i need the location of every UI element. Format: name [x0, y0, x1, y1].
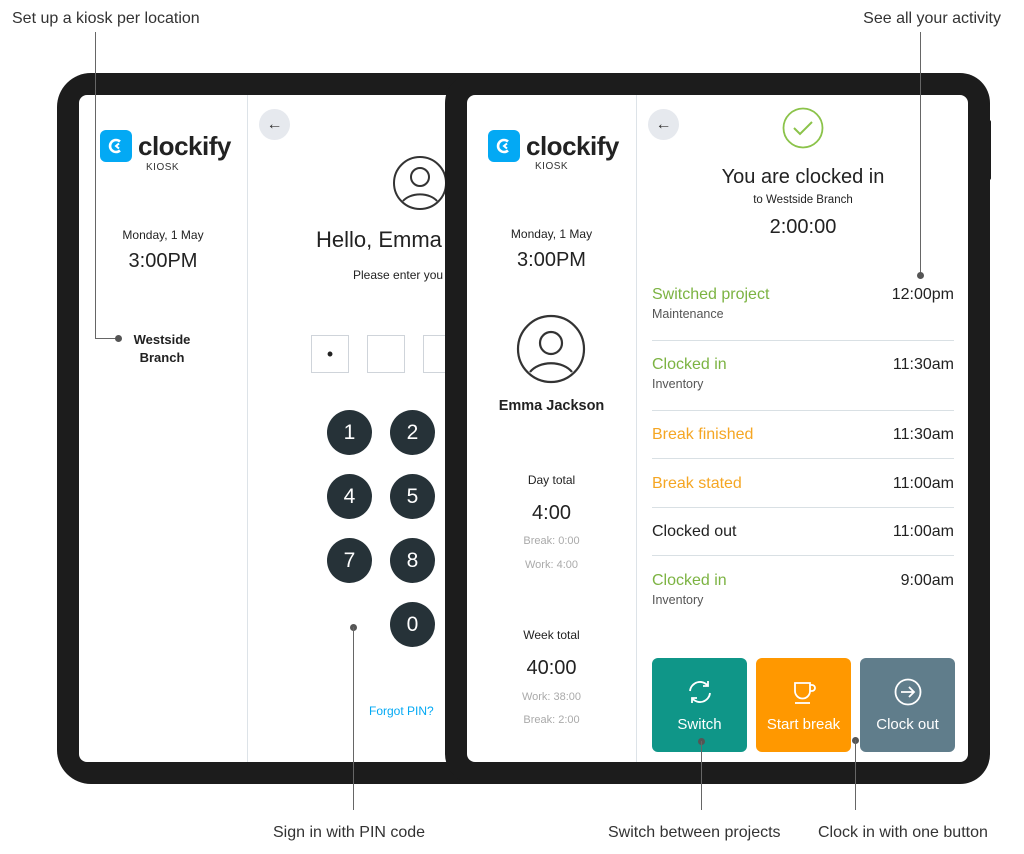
week-total-label: Week total [523, 628, 580, 642]
activity-project: Inventory [652, 377, 704, 391]
key-0[interactable]: 0 [390, 602, 435, 647]
clockify-logo: clockify [100, 130, 231, 162]
activity-time: 11:30am [892, 356, 954, 373]
avatar-icon [393, 156, 447, 210]
annotation-clock-in-one-button: Clock in with one button [818, 824, 988, 841]
kiosk-label: KIOSK [535, 161, 569, 172]
start-break-label: Start break [766, 715, 841, 733]
clock-time: 3:00PM [517, 249, 586, 271]
coffee-cup-icon [793, 681, 816, 704]
week-work: Work: 38:00 [521, 691, 582, 703]
annotation-line [701, 741, 702, 810]
day-break: Break: 0:00 [523, 535, 580, 547]
activity-project: Inventory [652, 593, 704, 607]
arrow-left-icon: ← [655, 115, 672, 133]
key-7[interactable]: 7 [327, 538, 372, 583]
week-total-value: 40:00 [526, 657, 577, 679]
refresh-icon [688, 680, 711, 703]
annotation-line [353, 627, 354, 810]
annotation-kiosk-per-location: Set up a kiosk per location [12, 10, 200, 27]
clockify-logo-icon [100, 130, 132, 162]
key-1[interactable]: 1 [327, 410, 372, 455]
sidebar-divider [247, 95, 248, 762]
clock-out-button[interactable]: Clock out [860, 658, 955, 752]
arrow-right-circle-icon [894, 678, 921, 705]
back-button[interactable]: ← [648, 109, 679, 140]
annotation-switch-projects: Switch between projects [608, 824, 781, 841]
activity-title: Switched project [652, 286, 770, 303]
activity-title: Clocked in [652, 356, 727, 373]
clock-out-label: Clock out [876, 715, 939, 733]
activity-project: Maintenance [652, 307, 724, 321]
switch-button[interactable]: Switch [652, 658, 747, 752]
annotation-dot [115, 335, 122, 342]
sidebar-divider [636, 95, 637, 762]
activity-divider [652, 555, 954, 556]
status-title: You are clocked in [721, 166, 885, 188]
location-line-2: Branch [139, 350, 185, 365]
activity-time: 11:30am [892, 426, 954, 443]
side-button [986, 120, 991, 180]
status-location: to Westside Branch [753, 194, 853, 206]
activity-time: 12:00pm [891, 286, 954, 303]
clock-time: 3:00PM [128, 250, 198, 272]
week-break: Break: 2:00 [523, 714, 580, 726]
greeting: Hello, Emma [316, 227, 442, 252]
annotation-line [95, 32, 96, 339]
check-circle-icon [782, 107, 824, 149]
forgot-pin-link[interactable]: Forgot PIN? [369, 704, 434, 718]
pin-prompt: Please enter you [353, 268, 444, 282]
annotation-sign-in-pin: Sign in with PIN code [273, 824, 426, 841]
kiosk-label: KIOSK [146, 162, 180, 173]
activity-time: 11:00am [892, 475, 954, 492]
activity-divider [652, 458, 954, 459]
activity-time: 11:00am [892, 523, 954, 540]
key-8[interactable]: 8 [390, 538, 435, 583]
date: Monday, 1 May [510, 227, 593, 241]
activity-title: Break stated [652, 475, 742, 492]
key-5[interactable]: 5 [390, 474, 435, 519]
activity-title: Clocked out [652, 523, 737, 540]
front-tablet-screen [467, 95, 968, 762]
activity-divider [652, 410, 954, 411]
day-total-label: Day total [527, 473, 576, 487]
clockify-logo-icon [488, 130, 520, 162]
location-name: Westside Branch [79, 331, 245, 367]
user-name: Emma Jackson [498, 398, 605, 414]
arrow-left-icon: ← [266, 115, 283, 133]
pin-digit-1[interactable]: • [311, 335, 349, 373]
user-avatar-icon [516, 314, 586, 384]
annotation-line [920, 32, 921, 275]
location-line-1: Westside [133, 332, 191, 347]
day-work: Work: 4:00 [525, 559, 578, 571]
date: Monday, 1 May [122, 228, 204, 242]
annotation-see-activity: See all your activity [863, 10, 1001, 27]
status-timer: 2:00:00 [769, 216, 837, 238]
pin-digit-2[interactable] [367, 335, 405, 373]
annotation-dot [917, 272, 924, 279]
start-break-button[interactable]: Start break [756, 658, 851, 752]
day-total-value: 4:00 [532, 502, 571, 524]
clockify-logo: clockify [488, 130, 619, 162]
annotation-line [855, 740, 856, 810]
activity-divider [652, 507, 954, 508]
annotation-line [95, 338, 117, 339]
activity-time: 9:00am [900, 572, 954, 589]
activity-title: Break finished [652, 426, 754, 443]
activity-divider [652, 340, 954, 341]
key-4[interactable]: 4 [327, 474, 372, 519]
key-2[interactable]: 2 [390, 410, 435, 455]
back-button[interactable]: ← [259, 109, 290, 140]
switch-label: Switch [677, 715, 722, 733]
activity-title: Clocked in [652, 572, 727, 589]
